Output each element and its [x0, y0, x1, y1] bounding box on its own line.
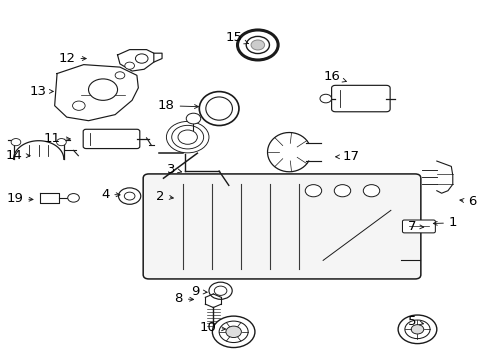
Circle shape [115, 72, 124, 79]
Circle shape [135, 54, 148, 63]
Text: 17: 17 [335, 150, 359, 163]
Circle shape [72, 101, 85, 111]
FancyBboxPatch shape [143, 174, 420, 279]
Text: 4: 4 [101, 188, 120, 201]
Text: 3: 3 [167, 163, 181, 176]
Text: 1: 1 [432, 216, 456, 229]
Text: 11: 11 [44, 132, 70, 145]
Ellipse shape [205, 97, 232, 120]
Circle shape [124, 62, 134, 69]
Circle shape [57, 139, 66, 146]
Circle shape [118, 188, 141, 204]
FancyBboxPatch shape [83, 129, 140, 149]
Circle shape [124, 192, 135, 200]
Circle shape [219, 321, 247, 342]
Text: 5: 5 [407, 315, 423, 328]
Text: 19: 19 [6, 192, 33, 205]
Circle shape [225, 326, 241, 338]
Circle shape [250, 40, 264, 50]
Text: 7: 7 [407, 220, 423, 233]
Text: 14: 14 [5, 149, 30, 162]
Circle shape [246, 36, 269, 54]
Circle shape [319, 94, 331, 103]
Circle shape [67, 194, 79, 202]
Text: 15: 15 [225, 31, 248, 44]
Circle shape [237, 30, 278, 60]
Text: 9: 9 [191, 285, 207, 298]
Circle shape [410, 325, 423, 334]
Circle shape [88, 79, 117, 100]
Text: 6: 6 [459, 195, 476, 208]
Circle shape [11, 139, 21, 146]
Circle shape [397, 315, 436, 343]
Circle shape [305, 185, 321, 197]
Circle shape [334, 185, 350, 197]
Text: 8: 8 [174, 292, 193, 305]
Text: 12: 12 [59, 52, 86, 65]
Text: 16: 16 [323, 70, 346, 83]
Text: 10: 10 [200, 321, 225, 334]
Circle shape [214, 286, 226, 296]
Circle shape [363, 185, 379, 197]
Text: 2: 2 [156, 190, 173, 203]
FancyBboxPatch shape [331, 85, 389, 112]
Circle shape [208, 282, 232, 299]
Circle shape [404, 320, 429, 339]
Text: 13: 13 [29, 85, 53, 98]
Circle shape [212, 316, 254, 347]
Ellipse shape [199, 91, 239, 126]
Circle shape [186, 113, 201, 124]
FancyBboxPatch shape [402, 220, 434, 233]
Text: 18: 18 [158, 99, 198, 112]
